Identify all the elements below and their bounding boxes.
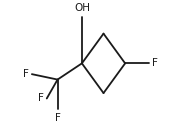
- Text: F: F: [55, 113, 60, 123]
- Text: F: F: [37, 93, 43, 103]
- Text: OH: OH: [74, 3, 90, 13]
- Text: F: F: [152, 58, 158, 68]
- Text: F: F: [23, 69, 28, 79]
